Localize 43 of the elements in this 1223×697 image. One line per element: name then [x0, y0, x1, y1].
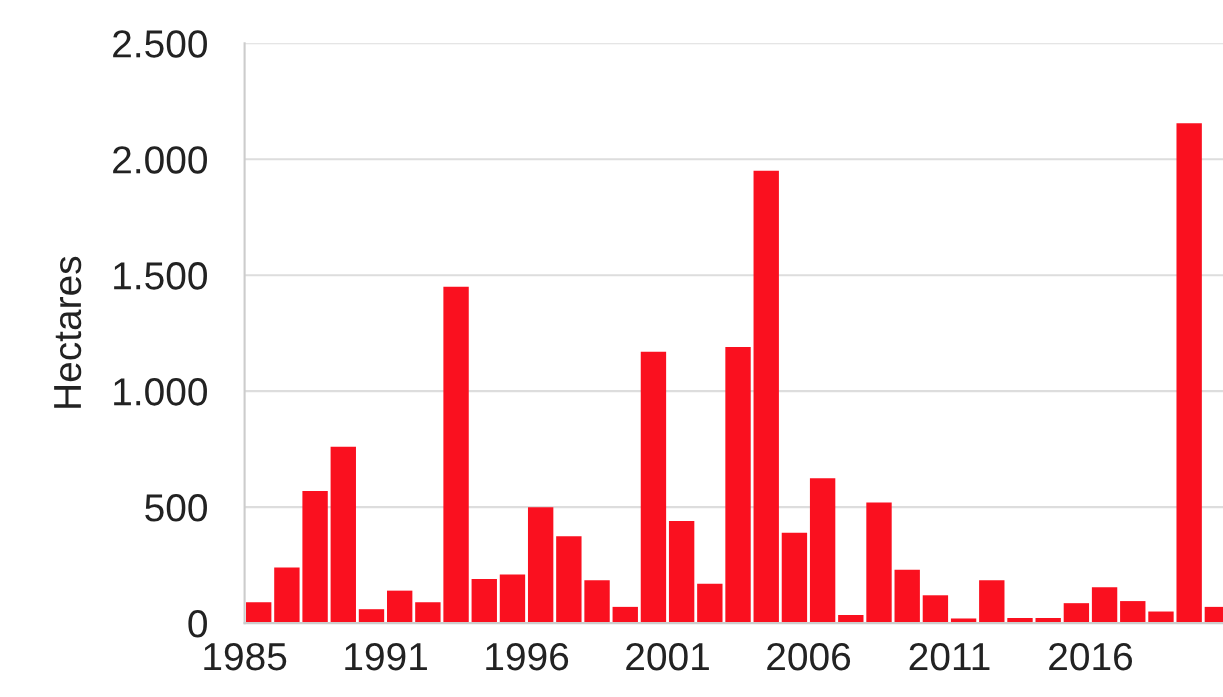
- bar: [386, 590, 413, 624]
- bar: [781, 532, 808, 624]
- bar: [584, 580, 610, 624]
- y-tick-label: 2.000: [113, 146, 207, 174]
- bar: [1120, 601, 1146, 624]
- bar: [866, 502, 892, 624]
- bar: [1063, 603, 1090, 624]
- bar: [302, 490, 328, 624]
- y-tick-label: 1.000: [114, 378, 207, 406]
- bar: [246, 602, 272, 624]
- x-tick-label: 2011: [909, 642, 990, 671]
- y-tick-label: 0: [188, 610, 207, 638]
- x-tick-label: 1985: [204, 642, 287, 671]
- x-tick-label: 2001: [626, 642, 709, 671]
- x-tick-label: 1991: [345, 642, 427, 671]
- bar: [697, 583, 723, 624]
- bar: [640, 351, 667, 624]
- y-axis-title: Hectares: [54, 256, 82, 408]
- y-tick-label: 2.500: [113, 30, 207, 58]
- bar: [471, 579, 497, 624]
- bar: [443, 286, 469, 624]
- bar: [725, 347, 751, 624]
- x-tick-label: 2006: [767, 642, 851, 671]
- y-tick-label: 1.500: [114, 262, 207, 290]
- bar: [330, 446, 356, 624]
- bar: [979, 580, 1005, 624]
- bar: [668, 521, 695, 624]
- bar: [274, 567, 300, 624]
- bar: [922, 595, 949, 624]
- x-tick-label: 2016: [1049, 642, 1133, 671]
- bar: [415, 602, 441, 624]
- bar: [612, 606, 638, 624]
- bar: [527, 507, 554, 624]
- bar: [499, 574, 526, 624]
- bar: [1176, 123, 1202, 624]
- y-tick-label: 500: [145, 494, 207, 522]
- x-tick-label: 1996: [486, 642, 569, 671]
- bar: [556, 536, 582, 624]
- bar: [809, 478, 836, 624]
- bar: [894, 569, 920, 624]
- bar: [1091, 587, 1118, 624]
- bar: [358, 609, 385, 624]
- bar: [753, 170, 779, 624]
